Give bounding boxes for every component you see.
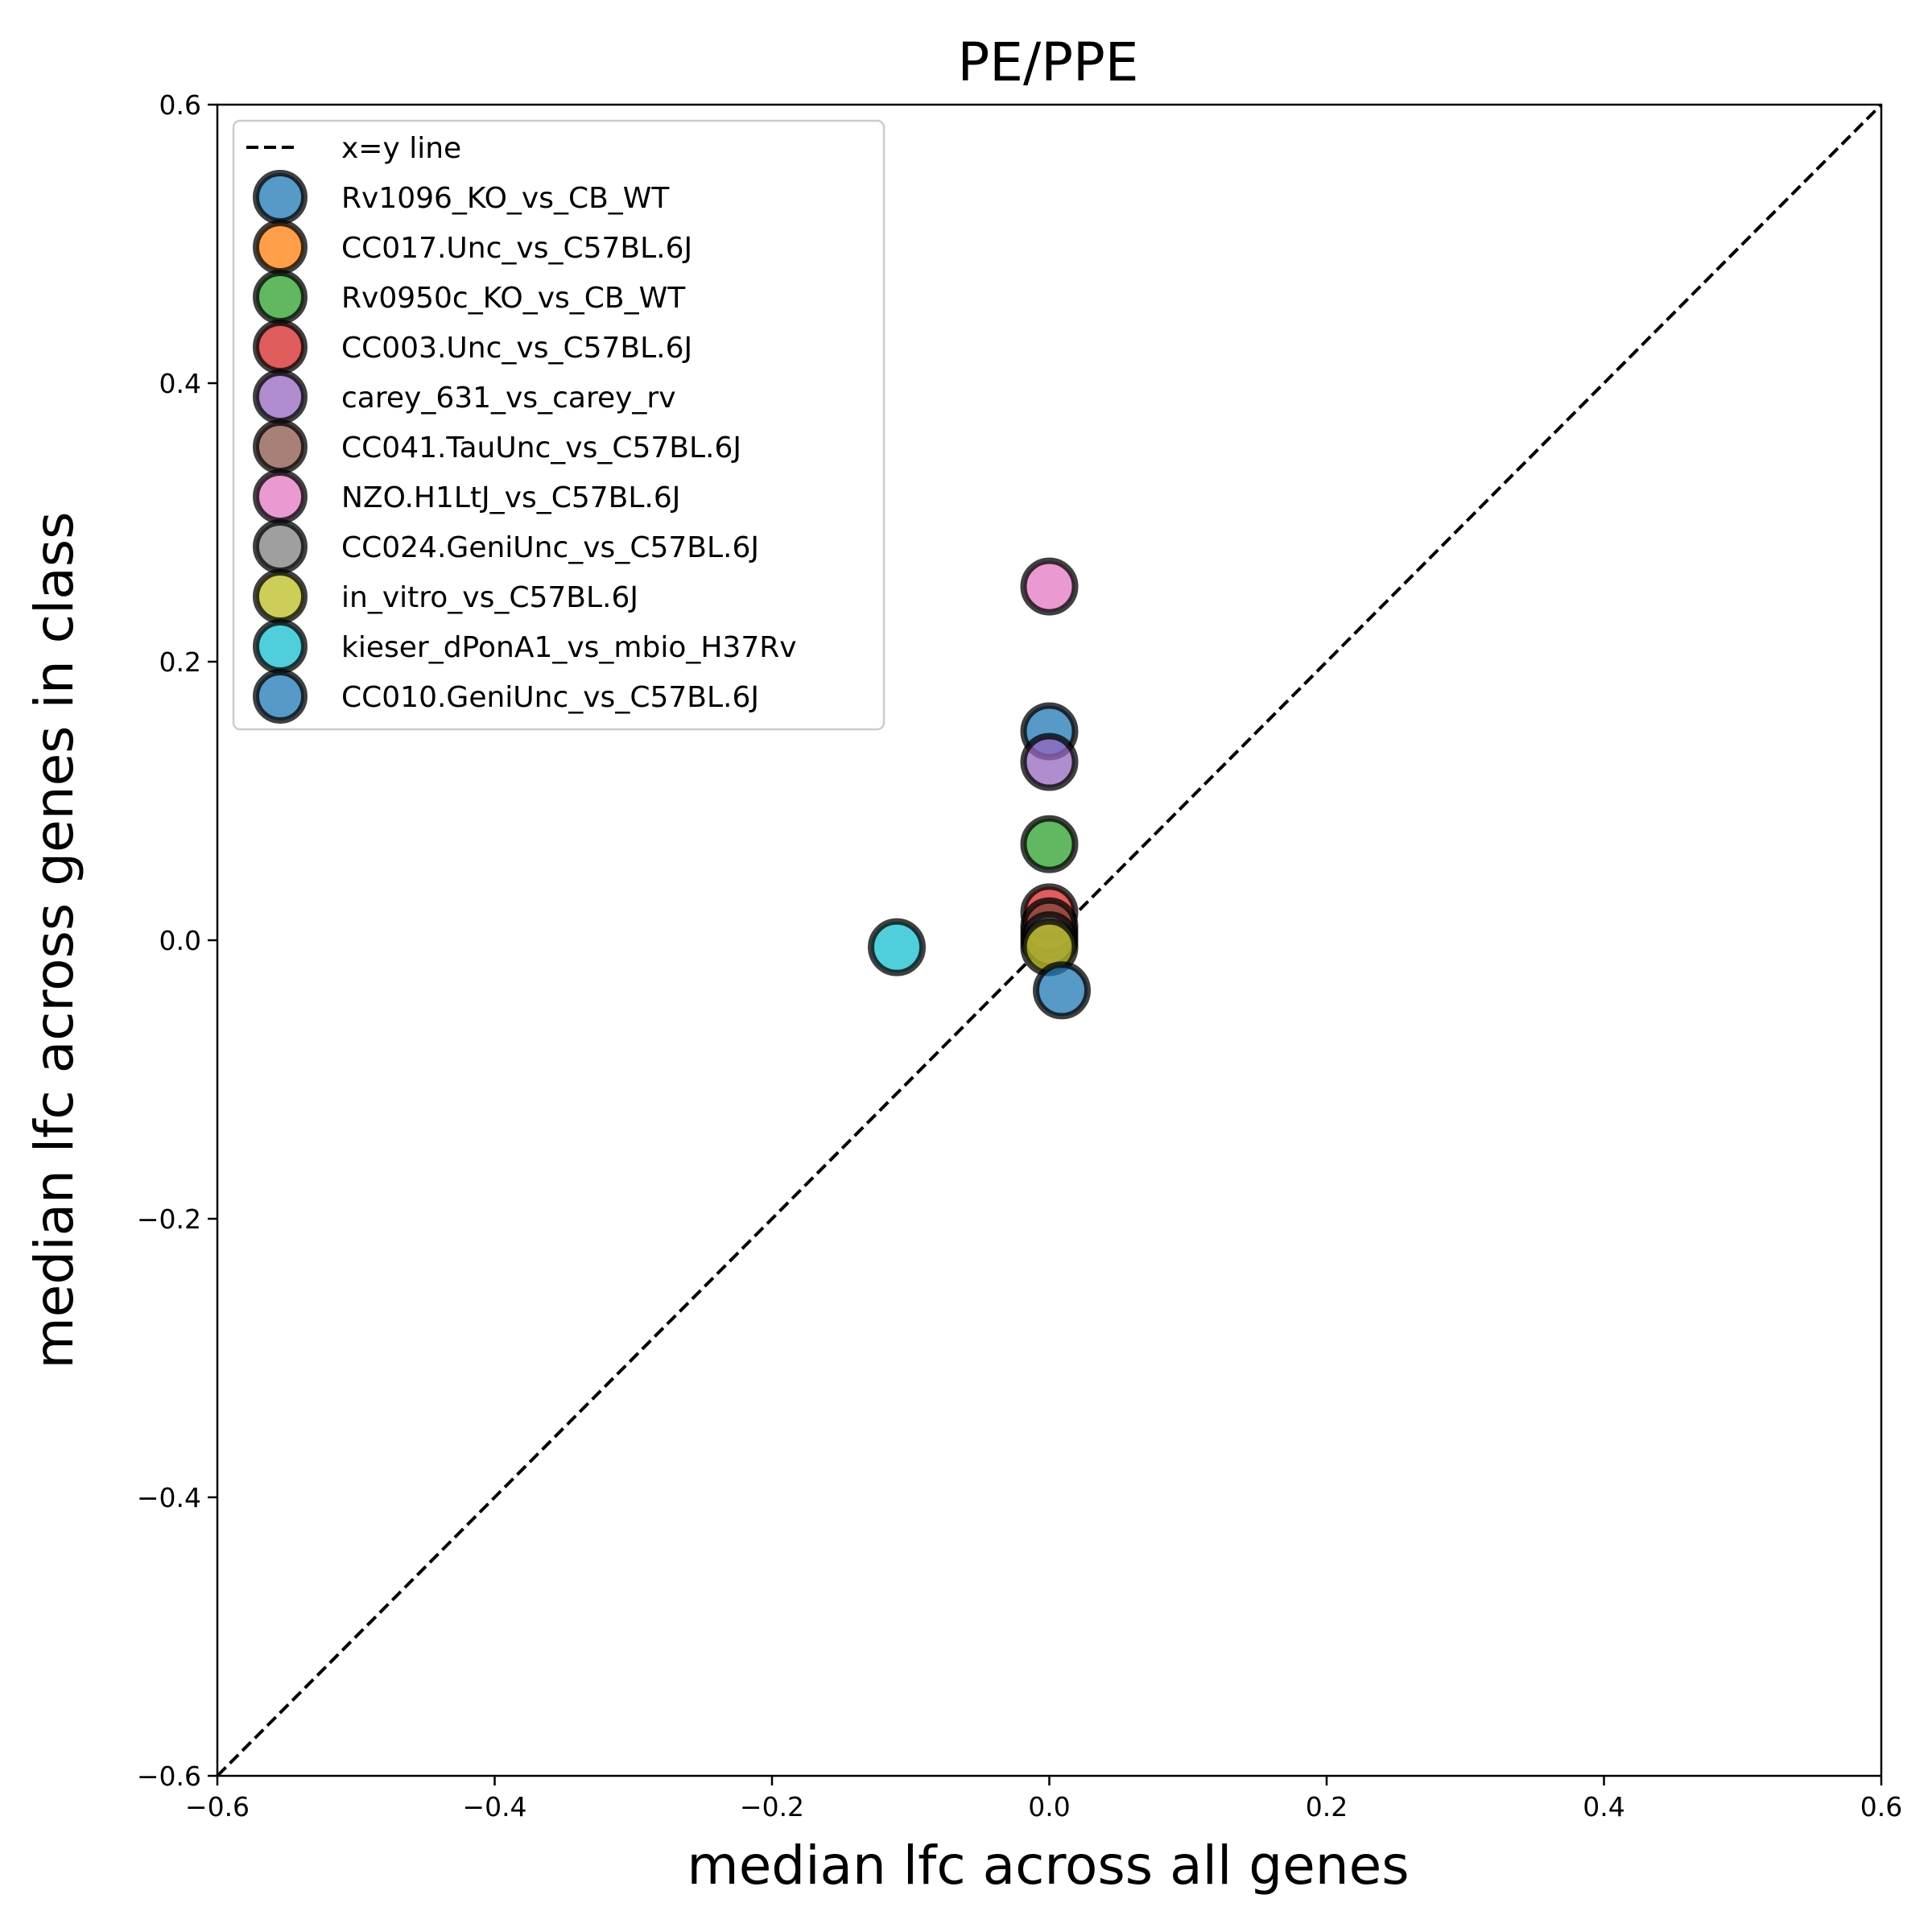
y-tick-label: −0.2 <box>137 1203 201 1235</box>
legend-label: CC010.GeniUnc_vs_C57BL.6J <box>341 681 759 714</box>
data-point <box>1020 733 1079 791</box>
x-tick-label: 0.6 <box>1860 1791 1902 1823</box>
x-axis-title: median lfc across all genes <box>687 1835 1409 1897</box>
y-axis-title: median lfc across genes in class <box>23 511 85 1368</box>
legend-label: NZO.H1LtJ_vs_C57BL.6J <box>341 481 680 514</box>
x-tick-label: −0.6 <box>185 1791 250 1823</box>
x-tick-label: 0.0 <box>1028 1791 1070 1823</box>
legend-frame <box>232 119 886 731</box>
legend-marker <box>253 669 308 724</box>
legend-label: CC041.TauUnc_vs_C57BL.6J <box>341 431 741 464</box>
legend-marker <box>253 469 308 524</box>
legend-xy-line-label: x=y line <box>341 132 461 165</box>
chart-title: PE/PPE <box>957 31 1138 93</box>
legend-marker <box>253 419 308 474</box>
legend-marker <box>253 519 308 574</box>
x-tick-label: −0.2 <box>740 1791 804 1823</box>
legend-label: kieser_dPonA1_vs_mbio_H37Rv <box>341 631 797 664</box>
y-tick-label: −0.4 <box>137 1482 201 1513</box>
y-tick-label: 0.2 <box>159 646 201 678</box>
legend-label: CC017.Unc_vs_C57BL.6J <box>341 232 692 265</box>
legend-label: CC003.Unc_vs_C57BL.6J <box>341 332 692 365</box>
data-point <box>1020 815 1079 873</box>
data-point <box>1020 557 1079 616</box>
legend-marker <box>253 569 308 624</box>
legend-marker <box>253 619 308 674</box>
legend-label: Rv1096_KO_vs_CB_WT <box>341 182 670 215</box>
legend-marker <box>253 270 308 324</box>
legend-marker <box>253 369 308 424</box>
x-tick-label: 0.2 <box>1306 1791 1348 1823</box>
y-tick-label: −0.6 <box>137 1761 201 1792</box>
y-tick-label: 0.6 <box>159 89 201 121</box>
legend-label: in_vitro_vs_C57BL.6J <box>341 581 638 614</box>
legend-label: CC024.GeniUnc_vs_C57BL.6J <box>341 531 759 564</box>
data-point <box>1033 961 1092 1020</box>
legend-items: Rv1096_KO_vs_CB_WT CC017.Unc_vs_C57BL.6J R… <box>253 170 797 724</box>
y-tick-label: 0.0 <box>159 925 201 956</box>
points-layer <box>868 557 1092 1020</box>
y-axis-ticks: −0.6 −0.4 −0.2 0.0 0.2 0.4 0.6 <box>137 89 217 1792</box>
x-axis-ticks: −0.6 −0.4 −0.2 0.0 0.2 0.4 0.6 <box>185 1776 1902 1823</box>
data-point <box>868 918 927 976</box>
legend-label: Rv0950c_KO_vs_CB_WT <box>341 282 686 315</box>
legend-marker <box>253 320 308 374</box>
legend-label: carey_631_vs_carey_rv <box>341 382 676 415</box>
legend-marker <box>253 170 308 225</box>
x-tick-label: −0.4 <box>462 1791 526 1823</box>
legend-marker <box>253 220 308 275</box>
legend: x=y line Rv1096_KO_vs_CB_WT CC017.Unc_vs_… <box>232 119 886 731</box>
y-tick-label: 0.4 <box>159 368 201 399</box>
x-tick-label: 0.4 <box>1583 1791 1624 1823</box>
